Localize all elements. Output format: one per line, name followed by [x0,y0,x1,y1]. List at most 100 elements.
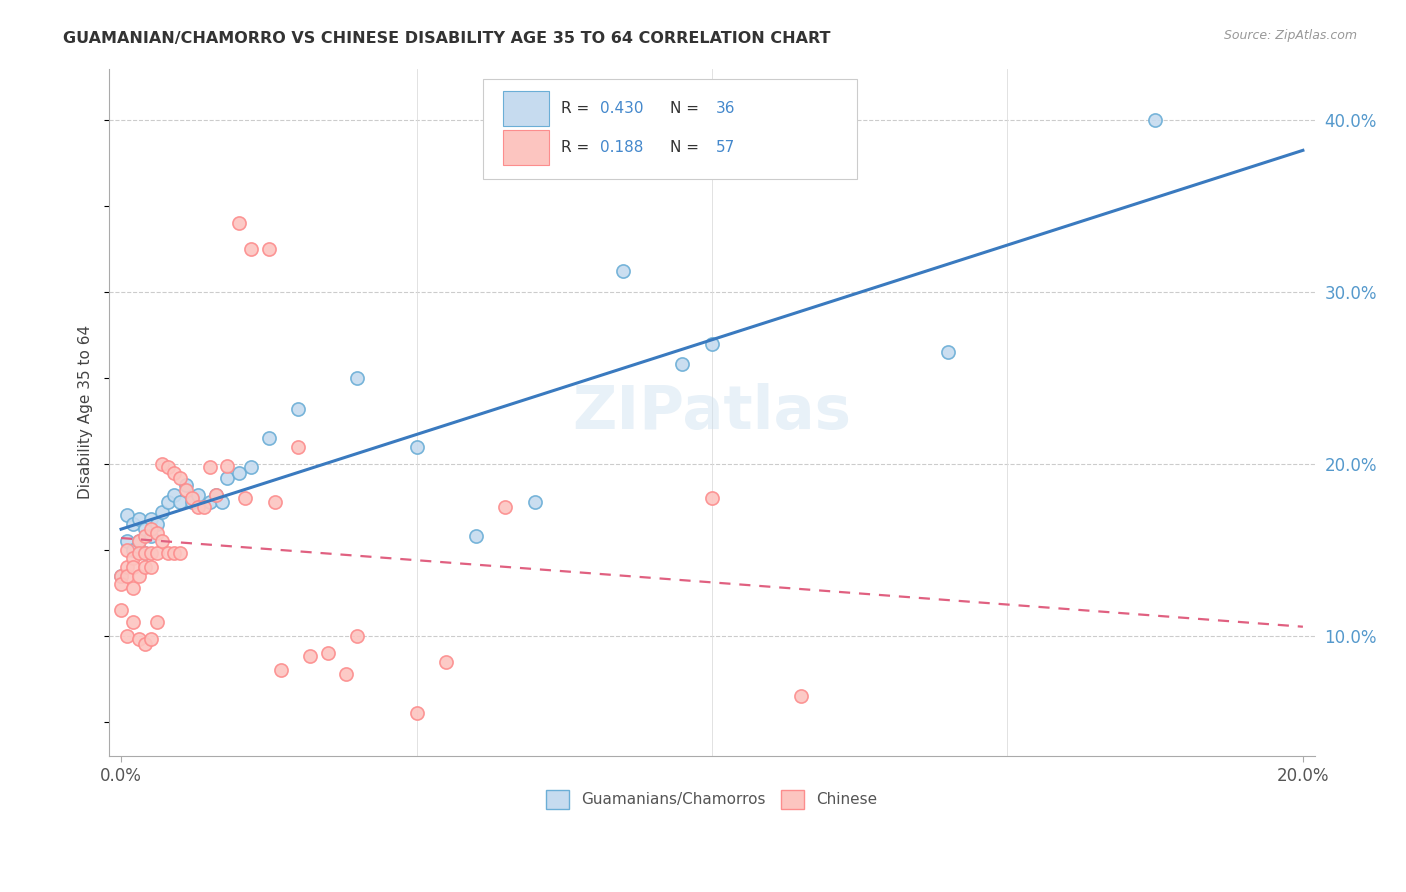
Point [145,525,167,540]
Point [464,529,486,543]
Point [128,534,150,549]
Point [240,460,263,475]
Point [157,546,180,560]
Point [405,440,427,454]
Point [139,546,162,560]
Point [163,546,186,560]
Point [187,488,209,502]
Text: N =: N = [669,140,703,155]
Text: N =: N = [669,101,703,116]
Point [1144,113,1167,128]
Text: R =: R = [561,101,595,116]
Point [115,629,138,643]
Point [163,488,186,502]
Point [228,216,250,230]
Point [134,637,156,651]
Point [169,546,191,560]
Point [169,471,191,485]
Point [198,460,221,475]
Point [122,517,145,532]
Point [134,529,156,543]
Point [287,440,309,454]
Point [139,522,162,536]
Point [134,546,156,560]
Text: 36: 36 [716,101,735,116]
Text: GUAMANIAN/CHAMORRO VS CHINESE DISABILITY AGE 35 TO 64 CORRELATION CHART: GUAMANIAN/CHAMORRO VS CHINESE DISABILITY… [63,31,831,46]
Point [217,458,239,473]
Point [181,494,204,508]
Point [198,494,221,508]
Point [204,488,226,502]
Point [145,546,167,560]
Point [789,689,811,703]
Point [204,488,226,502]
Point [612,264,634,278]
Point [115,542,138,557]
Point [110,603,132,617]
Point [228,466,250,480]
Point [187,500,209,514]
Point [700,491,723,506]
Point [115,568,138,582]
Point [346,371,368,385]
Point [287,401,309,416]
Y-axis label: Disability Age 35 to 64: Disability Age 35 to 64 [79,326,93,500]
Point [115,560,138,574]
Point [115,534,138,549]
Point [152,505,174,519]
Text: 0.188: 0.188 [600,140,644,155]
Point [211,494,233,508]
Point [134,522,156,536]
Point [163,466,186,480]
Point [257,242,280,256]
Point [494,500,516,514]
Point [122,560,145,574]
Bar [503,90,550,127]
Point [139,529,162,543]
Point [174,477,197,491]
Point [115,508,138,523]
Point [128,546,150,560]
Point [152,457,174,471]
Point [346,629,368,643]
Text: Source: ZipAtlas.com: Source: ZipAtlas.com [1223,29,1357,42]
Point [299,649,322,664]
Point [110,568,132,582]
Point [157,460,180,475]
Point [145,615,167,629]
Point [270,663,292,677]
Point [128,632,150,647]
Point [671,357,693,371]
Point [110,577,132,591]
Text: ZIPatlas: ZIPatlas [572,383,852,442]
Point [174,483,197,497]
Bar [503,129,550,166]
Point [134,560,156,574]
Point [263,494,285,508]
Point [134,546,156,560]
Text: 0.430: 0.430 [600,101,644,116]
Point [193,500,215,514]
Point [434,655,457,669]
Point [128,512,150,526]
Point [700,336,723,351]
Legend: Guamanians/Chamorros, Chinese: Guamanians/Chamorros, Chinese [540,784,884,814]
Point [139,512,162,526]
Point [157,494,180,508]
Point [233,491,256,506]
Point [335,666,357,681]
Point [122,581,145,595]
Point [122,615,145,629]
Point [128,534,150,549]
Point [152,534,174,549]
FancyBboxPatch shape [482,78,856,178]
Point [257,431,280,445]
Point [128,568,150,582]
Point [122,551,145,566]
Point [139,560,162,574]
Point [122,542,145,557]
Point [139,632,162,647]
Point [169,494,191,508]
Point [217,471,239,485]
Text: R =: R = [561,140,595,155]
